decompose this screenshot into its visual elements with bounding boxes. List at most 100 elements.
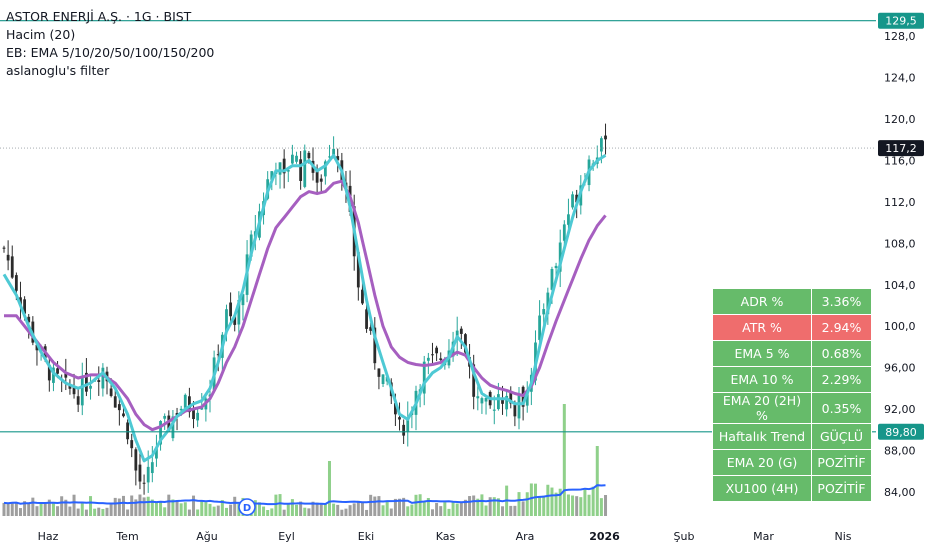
candle-body bbox=[439, 358, 443, 361]
volume-bar bbox=[163, 507, 167, 516]
dividend-marker-label: D bbox=[243, 503, 251, 514]
candle-body bbox=[159, 421, 162, 445]
metric-value: POZİTİF bbox=[811, 449, 872, 476]
volume-bar bbox=[200, 501, 204, 516]
candle-body bbox=[505, 395, 509, 410]
candle-body bbox=[225, 309, 228, 332]
candle-body bbox=[270, 171, 274, 180]
candle-body bbox=[398, 417, 401, 420]
candle-body bbox=[323, 161, 327, 177]
candle-body bbox=[295, 155, 298, 162]
volume-bar bbox=[216, 505, 220, 516]
candle-body bbox=[179, 408, 183, 411]
candle-body bbox=[369, 327, 373, 331]
candle-body bbox=[14, 275, 18, 291]
metric-label: EMA 10 % bbox=[712, 366, 812, 393]
volume-bar bbox=[23, 501, 27, 516]
volume-bar bbox=[159, 502, 163, 516]
metric-label: Haftalık Trend bbox=[712, 423, 812, 450]
candle-body bbox=[155, 447, 158, 459]
symbol-title[interactable]: ASTOR ENERJİ A.Ş. · 1G · BIST bbox=[6, 9, 192, 24]
candle-body bbox=[575, 194, 579, 203]
candle-body bbox=[303, 150, 307, 187]
volume-bar bbox=[332, 503, 336, 516]
volume-bar bbox=[183, 502, 187, 516]
candle-body bbox=[192, 408, 195, 420]
volume-bar bbox=[262, 506, 266, 516]
volume-bar bbox=[97, 507, 101, 516]
candle-body bbox=[47, 364, 51, 381]
candle-body bbox=[216, 354, 220, 356]
candle-body bbox=[336, 156, 340, 161]
volume-bar bbox=[468, 496, 472, 516]
candle-body bbox=[328, 156, 331, 158]
volume-bar bbox=[604, 495, 608, 516]
volume-bar bbox=[348, 505, 352, 516]
volume-bar bbox=[542, 495, 546, 516]
candle-body bbox=[562, 224, 566, 241]
metric-label: EMA 20 (2H) % bbox=[712, 392, 812, 424]
volume-bar bbox=[233, 496, 237, 516]
ema-fast-line bbox=[2, 153, 607, 463]
volume-bar bbox=[204, 502, 208, 516]
filter-indicator-label[interactable]: aslanoglu's filter bbox=[6, 63, 110, 78]
volume-bar bbox=[340, 509, 344, 516]
indicator-lines: D bbox=[2, 153, 607, 516]
volume-bar bbox=[472, 495, 476, 516]
candle-body bbox=[278, 162, 282, 175]
price-tick-label: 124,0 bbox=[884, 72, 916, 85]
price-axis-badge bbox=[878, 12, 924, 29]
volume-bar bbox=[35, 506, 39, 516]
metrics-row: EMA 20 (2H) % 0.35% bbox=[712, 392, 872, 424]
price-tick-label: 96,00 bbox=[884, 362, 916, 375]
metric-label: XU100 (4H) bbox=[712, 475, 812, 502]
metric-value: 3.36% bbox=[811, 288, 872, 315]
volume-bar bbox=[509, 505, 513, 516]
volume-bar bbox=[373, 496, 377, 516]
time-axis-label: Ara bbox=[516, 530, 535, 543]
candle-body bbox=[113, 396, 117, 408]
volume-bar bbox=[513, 505, 517, 516]
volume-bar bbox=[517, 492, 521, 516]
volume-bar bbox=[488, 497, 492, 516]
volume-bar bbox=[414, 494, 418, 516]
volume-bar bbox=[595, 446, 599, 516]
price-badge-label: 89,80 bbox=[885, 426, 917, 439]
metric-value: POZİTİF bbox=[811, 475, 872, 502]
candle-body bbox=[188, 396, 191, 413]
candle-body bbox=[509, 392, 513, 404]
time-axis-label: Eki bbox=[358, 530, 374, 543]
volume-bar bbox=[187, 509, 191, 516]
volume-bar bbox=[105, 507, 109, 516]
metrics-row: EMA 5 % 0.68% bbox=[712, 340, 872, 367]
candle-body bbox=[282, 158, 286, 174]
volume-bar bbox=[599, 498, 603, 516]
volume-bar bbox=[31, 497, 35, 516]
volume-bar bbox=[393, 498, 397, 516]
volume-bar bbox=[167, 494, 171, 516]
volume-bar bbox=[315, 502, 319, 516]
candle-body bbox=[381, 374, 385, 384]
volume-bar bbox=[402, 497, 406, 516]
candle-body bbox=[175, 412, 179, 416]
volume-bar bbox=[365, 509, 369, 516]
candle-body bbox=[286, 170, 290, 172]
volume-indicator-label[interactable]: Hacim (20) bbox=[6, 27, 76, 42]
volume-bar bbox=[278, 494, 282, 516]
candle-body bbox=[542, 309, 546, 315]
candle-body bbox=[134, 449, 138, 471]
candle-body bbox=[150, 462, 154, 474]
ema-bundle-label[interactable]: EB: EMA 5/10/20/50/100/150/200 bbox=[6, 45, 215, 60]
volume-bar bbox=[566, 494, 570, 516]
volume-bar bbox=[426, 497, 430, 516]
volume-bar bbox=[295, 504, 299, 516]
candle-body bbox=[373, 327, 377, 364]
time-axis-label: Eyl bbox=[278, 530, 295, 543]
volume-bar bbox=[286, 504, 290, 516]
candle-body bbox=[422, 361, 426, 394]
volume-bar bbox=[117, 498, 121, 516]
volume-bar bbox=[154, 502, 158, 516]
volume-bar bbox=[47, 499, 51, 516]
candle-body bbox=[6, 254, 10, 261]
